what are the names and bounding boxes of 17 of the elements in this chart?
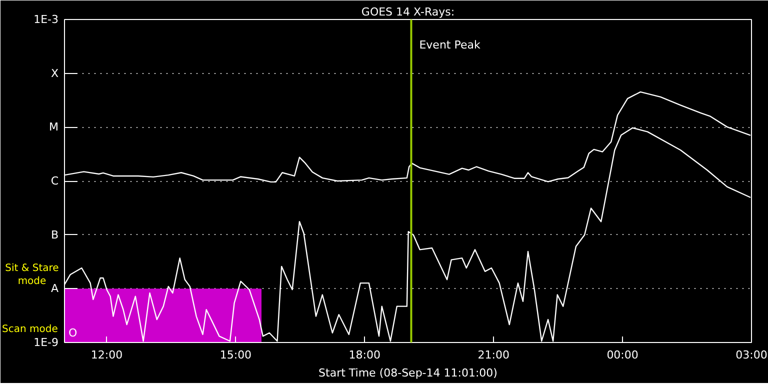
x-tick-label: 15:00 <box>220 348 252 362</box>
x-axis-title: Start Time (08-Sep-14 11:01:00) <box>318 366 498 380</box>
y-tick-label: X <box>50 66 59 80</box>
annotation: O <box>68 326 78 340</box>
x-tick-label: 18:00 <box>348 348 381 362</box>
y-tick-label: 1E-9 <box>34 336 59 349</box>
y-tick-label: 1E-3 <box>34 13 59 26</box>
x-tick-label: 00:00 <box>606 348 638 362</box>
x-tick-label: 12:00 <box>90 348 123 362</box>
text: Scan mode <box>2 323 59 336</box>
y-tick-label: M <box>49 120 59 134</box>
x-tick-label: 03:00 <box>736 348 768 362</box>
x-tick-label: 21:00 <box>478 348 510 362</box>
ref-line-label: Event Peak <box>419 38 481 52</box>
y-tick-label: B <box>50 228 58 242</box>
chart-title: GOES 14 X-Rays: <box>361 6 455 18</box>
y-tick-label: C <box>50 174 59 188</box>
